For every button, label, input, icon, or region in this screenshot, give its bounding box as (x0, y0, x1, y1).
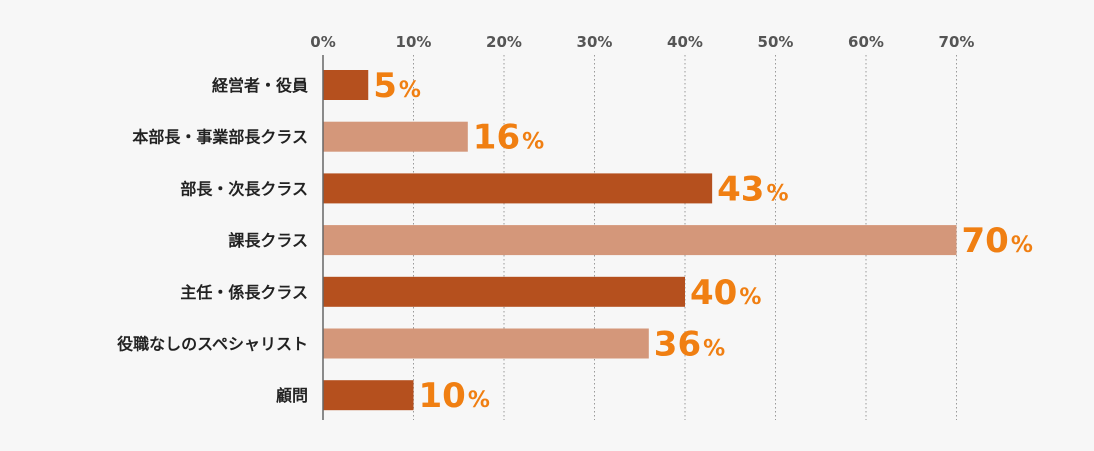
value-percent-sign: % (468, 388, 490, 413)
value-number: 10 (419, 376, 466, 416)
value-number: 43 (717, 169, 764, 209)
x-tick-label: 30% (577, 33, 613, 51)
category-label: 部長・次長クラス (180, 179, 308, 198)
category-label: 役職なしのスペシャリスト (117, 335, 308, 354)
value-number: 36 (654, 325, 701, 365)
x-tick-label: 0% (310, 33, 335, 51)
value-number: 5 (373, 66, 397, 106)
value-percent-sign: % (1011, 233, 1033, 258)
value-label: 40% (690, 273, 761, 313)
category-label: 経営者・役員 (212, 76, 308, 95)
value-labels: 5%16%43%70%40%36%10% (373, 66, 1033, 416)
bar (323, 70, 369, 100)
x-tick-label: 10% (396, 33, 432, 51)
bar (323, 173, 713, 204)
value-label: 10% (419, 376, 490, 416)
bar (323, 225, 957, 256)
bar (323, 328, 649, 359)
value-number: 16 (473, 118, 520, 158)
x-tick-label: 40% (667, 33, 703, 51)
gridlines (413, 55, 957, 420)
x-tick-label: 20% (486, 33, 522, 51)
value-number: 40 (690, 273, 737, 313)
category-label: 顧問 (276, 386, 308, 405)
value-percent-sign: % (399, 78, 421, 103)
category-label: 課長クラス (228, 231, 308, 250)
value-percent-sign: % (703, 337, 725, 362)
x-tick-label: 60% (848, 33, 884, 51)
value-number: 70 (962, 221, 1009, 261)
category-label: 主任・係長クラス (180, 283, 308, 302)
x-tick-label: 50% (758, 33, 794, 51)
value-label: 36% (654, 325, 725, 365)
value-percent-sign: % (766, 181, 788, 206)
value-label: 43% (717, 169, 788, 209)
bar (323, 121, 468, 152)
bar (323, 276, 685, 307)
bars (323, 70, 957, 411)
value-percent-sign: % (739, 285, 761, 310)
x-tick-label: 70% (939, 33, 975, 51)
value-label: 70% (962, 221, 1033, 261)
value-label: 16% (473, 118, 544, 158)
x-axis-ticks: 0% 10% 20% 30% 40% 50% 60% 70% (310, 33, 974, 51)
value-label: 5% (373, 66, 421, 106)
value-percent-sign: % (522, 130, 544, 155)
bar (323, 380, 414, 411)
category-label: 本部長・事業部長クラス (132, 128, 308, 147)
category-labels: 経営者・役員本部長・事業部長クラス部長・次長クラス課長クラス主任・係長クラス役職… (117, 76, 308, 405)
